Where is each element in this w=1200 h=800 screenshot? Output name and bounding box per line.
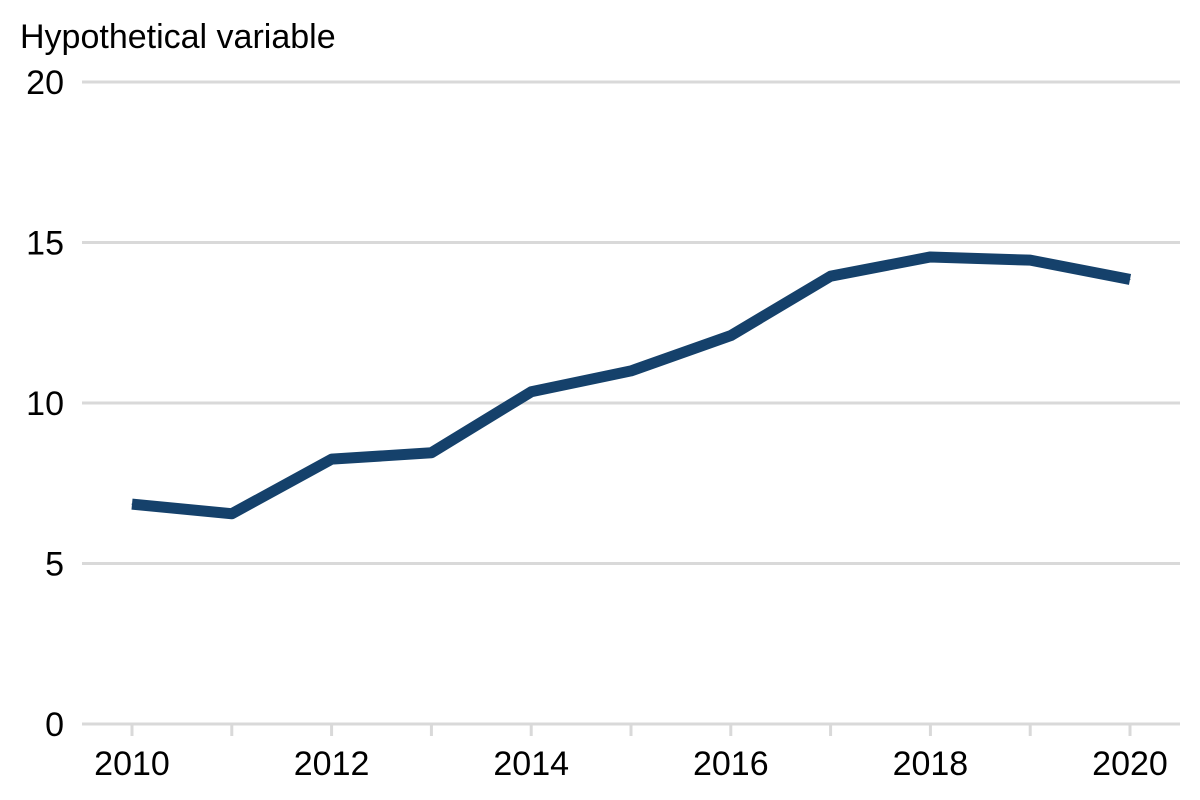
y-tick-label-15: 15: [26, 225, 64, 263]
data-point-2018: [929, 256, 931, 258]
series-line-0: [131, 251, 1132, 520]
data-point-2013: [430, 452, 432, 454]
x-tick-label-2018: 2018: [893, 745, 969, 783]
x-tick-label-2016: 2016: [693, 745, 769, 783]
x-axis-tick-labels: 2010 2012 2014 2016 2018 2020: [94, 745, 1168, 783]
x-tick-label-2010: 2010: [94, 745, 170, 783]
data-point-2017: [830, 275, 832, 277]
y-axis-title: Hypothetical variable: [20, 18, 336, 56]
data-point-2016: [730, 335, 732, 337]
data-point-2010: [131, 503, 133, 505]
series-group: [131, 251, 1132, 520]
y-tick-label-0: 0: [45, 706, 64, 744]
y-tick-label-10: 10: [26, 385, 64, 423]
gridlines: [82, 80, 1180, 565]
data-point-2011: [231, 513, 233, 515]
x-tick-label-2020: 2020: [1092, 745, 1168, 783]
y-axis-tick-labels: 0 5 10 15 20: [26, 64, 64, 744]
data-point-2012: [331, 458, 333, 460]
data-point-2015: [630, 370, 632, 372]
y-tick-label-5: 5: [45, 546, 64, 584]
y-tick-label-20: 20: [26, 64, 64, 102]
data-point-2014: [530, 391, 532, 393]
x-tick-label-2012: 2012: [294, 745, 370, 783]
data-point-2020: [1129, 278, 1131, 280]
x-axis: [82, 722, 1180, 736]
x-tick-label-2014: 2014: [493, 745, 569, 783]
data-point-2019: [1029, 259, 1031, 261]
